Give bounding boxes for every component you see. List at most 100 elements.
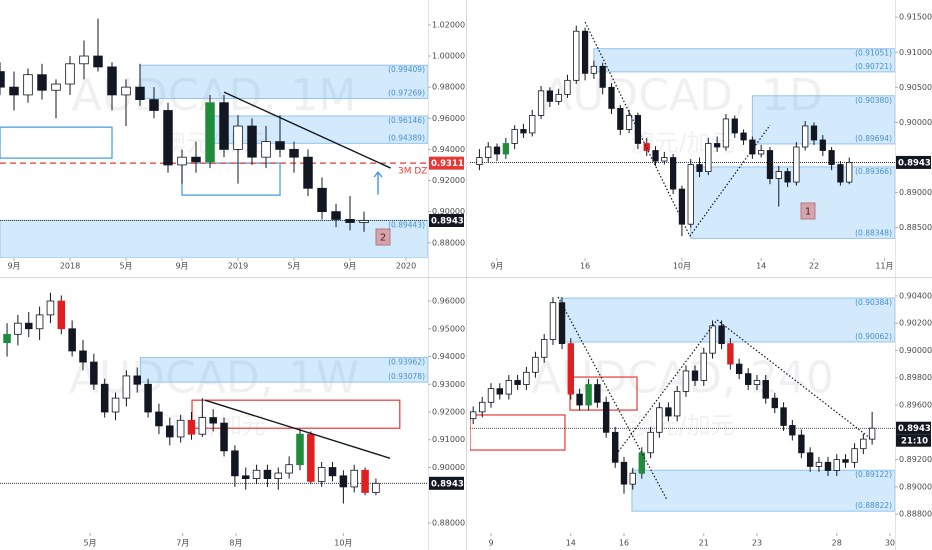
candle-body [576,393,583,406]
candle-body [191,156,201,163]
candle-body [656,407,663,433]
zone-label: (0.88348) [855,228,892,237]
candle-body [14,322,22,335]
candle-body [594,384,601,403]
candle-body [722,118,730,148]
candle-body [176,419,185,438]
x-tick-label: 8月 [229,539,242,548]
candle-body [479,401,486,413]
zone-label: (0.89443) [388,220,425,229]
candle-body [470,411,477,420]
y-tick-label: 0.93000 [432,380,465,389]
candle-body [860,438,867,450]
candle-body [802,125,809,148]
annotation: 2 [380,233,386,244]
y-tick-label: 0.88800 [899,510,932,519]
zone-label: (0.89122) [855,470,892,479]
candle-body [718,325,725,345]
x-tick-label: 22 [809,262,819,271]
plot-area: AUDCAD, 1M澳元/加元(0.99409)(0.97269)(0.9614… [0,18,428,258]
price-tag-label: 0.89430 [431,479,470,489]
candle-body [520,129,527,134]
candle-body [37,74,47,91]
candle-body [599,65,606,88]
candle-body [296,433,304,466]
candle-body [608,86,615,109]
price-tag-label: 0.89430 [898,158,932,168]
annotation-box [375,228,391,246]
y-tick-label: 0.95000 [432,324,465,333]
candle-body [51,83,61,91]
zone-label: (0.91051) [855,49,892,58]
candle-body [567,343,575,395]
candle-body [537,90,545,116]
candle-body [9,86,19,96]
candle-body [558,302,566,345]
candle-body [111,397,120,413]
candle-body [638,452,646,474]
candle-body [328,467,337,477]
candle-body [303,156,313,189]
annotation: 3M DZ [398,167,427,177]
candle-body [121,86,131,96]
x-tick-label: 9月 [175,262,188,271]
candle-body [673,390,681,417]
candle-body [339,475,348,488]
countdown: 21:10 [901,437,928,447]
candle-body [219,102,229,150]
candle-body [23,74,33,96]
candle-body [261,141,271,158]
y-tick-label: 0.91000 [432,435,465,444]
candle-body [696,164,703,172]
y-tick-label: 0.94000 [432,145,465,154]
candle-body [868,427,876,440]
candle-body [133,375,142,385]
candle-body [502,143,509,155]
y-tick-label: 0.90000 [432,207,465,216]
candle-body [46,300,55,316]
x-tick-label: 7月 [176,539,189,548]
zone-label: (0.90062) [855,332,892,341]
candle-body [731,118,738,134]
candle-body [727,343,734,365]
y-tick-label: 0.92000 [432,176,465,185]
y-tick-label: 1.02000 [432,20,465,29]
candle-body [166,425,174,438]
candle-body [775,171,782,179]
x-tick-label: 10月 [334,539,352,548]
candle-body [758,150,765,155]
zone [593,48,895,73]
y-tick-label: 0.90200 [899,319,932,328]
candle-body [100,383,109,413]
candle-body [798,434,805,454]
candle-body [744,373,752,385]
candle-body [247,125,257,158]
zone-label: (0.90721) [855,62,892,71]
candle-body [135,86,145,100]
candle-body [833,459,840,471]
candle-body [107,66,117,96]
candle-body [529,115,536,134]
candle-body [851,448,858,463]
candle-body [647,431,654,454]
candle-body [307,433,315,482]
candle-body [79,350,87,363]
candle-body [252,469,261,479]
candle-body [749,139,756,155]
candle-body [274,472,283,479]
candle-body [815,461,823,467]
candle-body [828,150,835,165]
candle-body [24,322,33,330]
candle-body [573,30,580,81]
candle-body [629,472,636,485]
candle-body [780,407,787,426]
candle-body [581,30,589,74]
candle-body [93,55,103,68]
y-tick-label: 1.00000 [432,52,465,61]
candle-body [669,157,677,190]
trend-line [223,91,391,169]
candle-body [700,352,707,381]
candle-body [564,79,571,95]
trend-line [204,399,391,459]
candle-body [819,139,826,151]
